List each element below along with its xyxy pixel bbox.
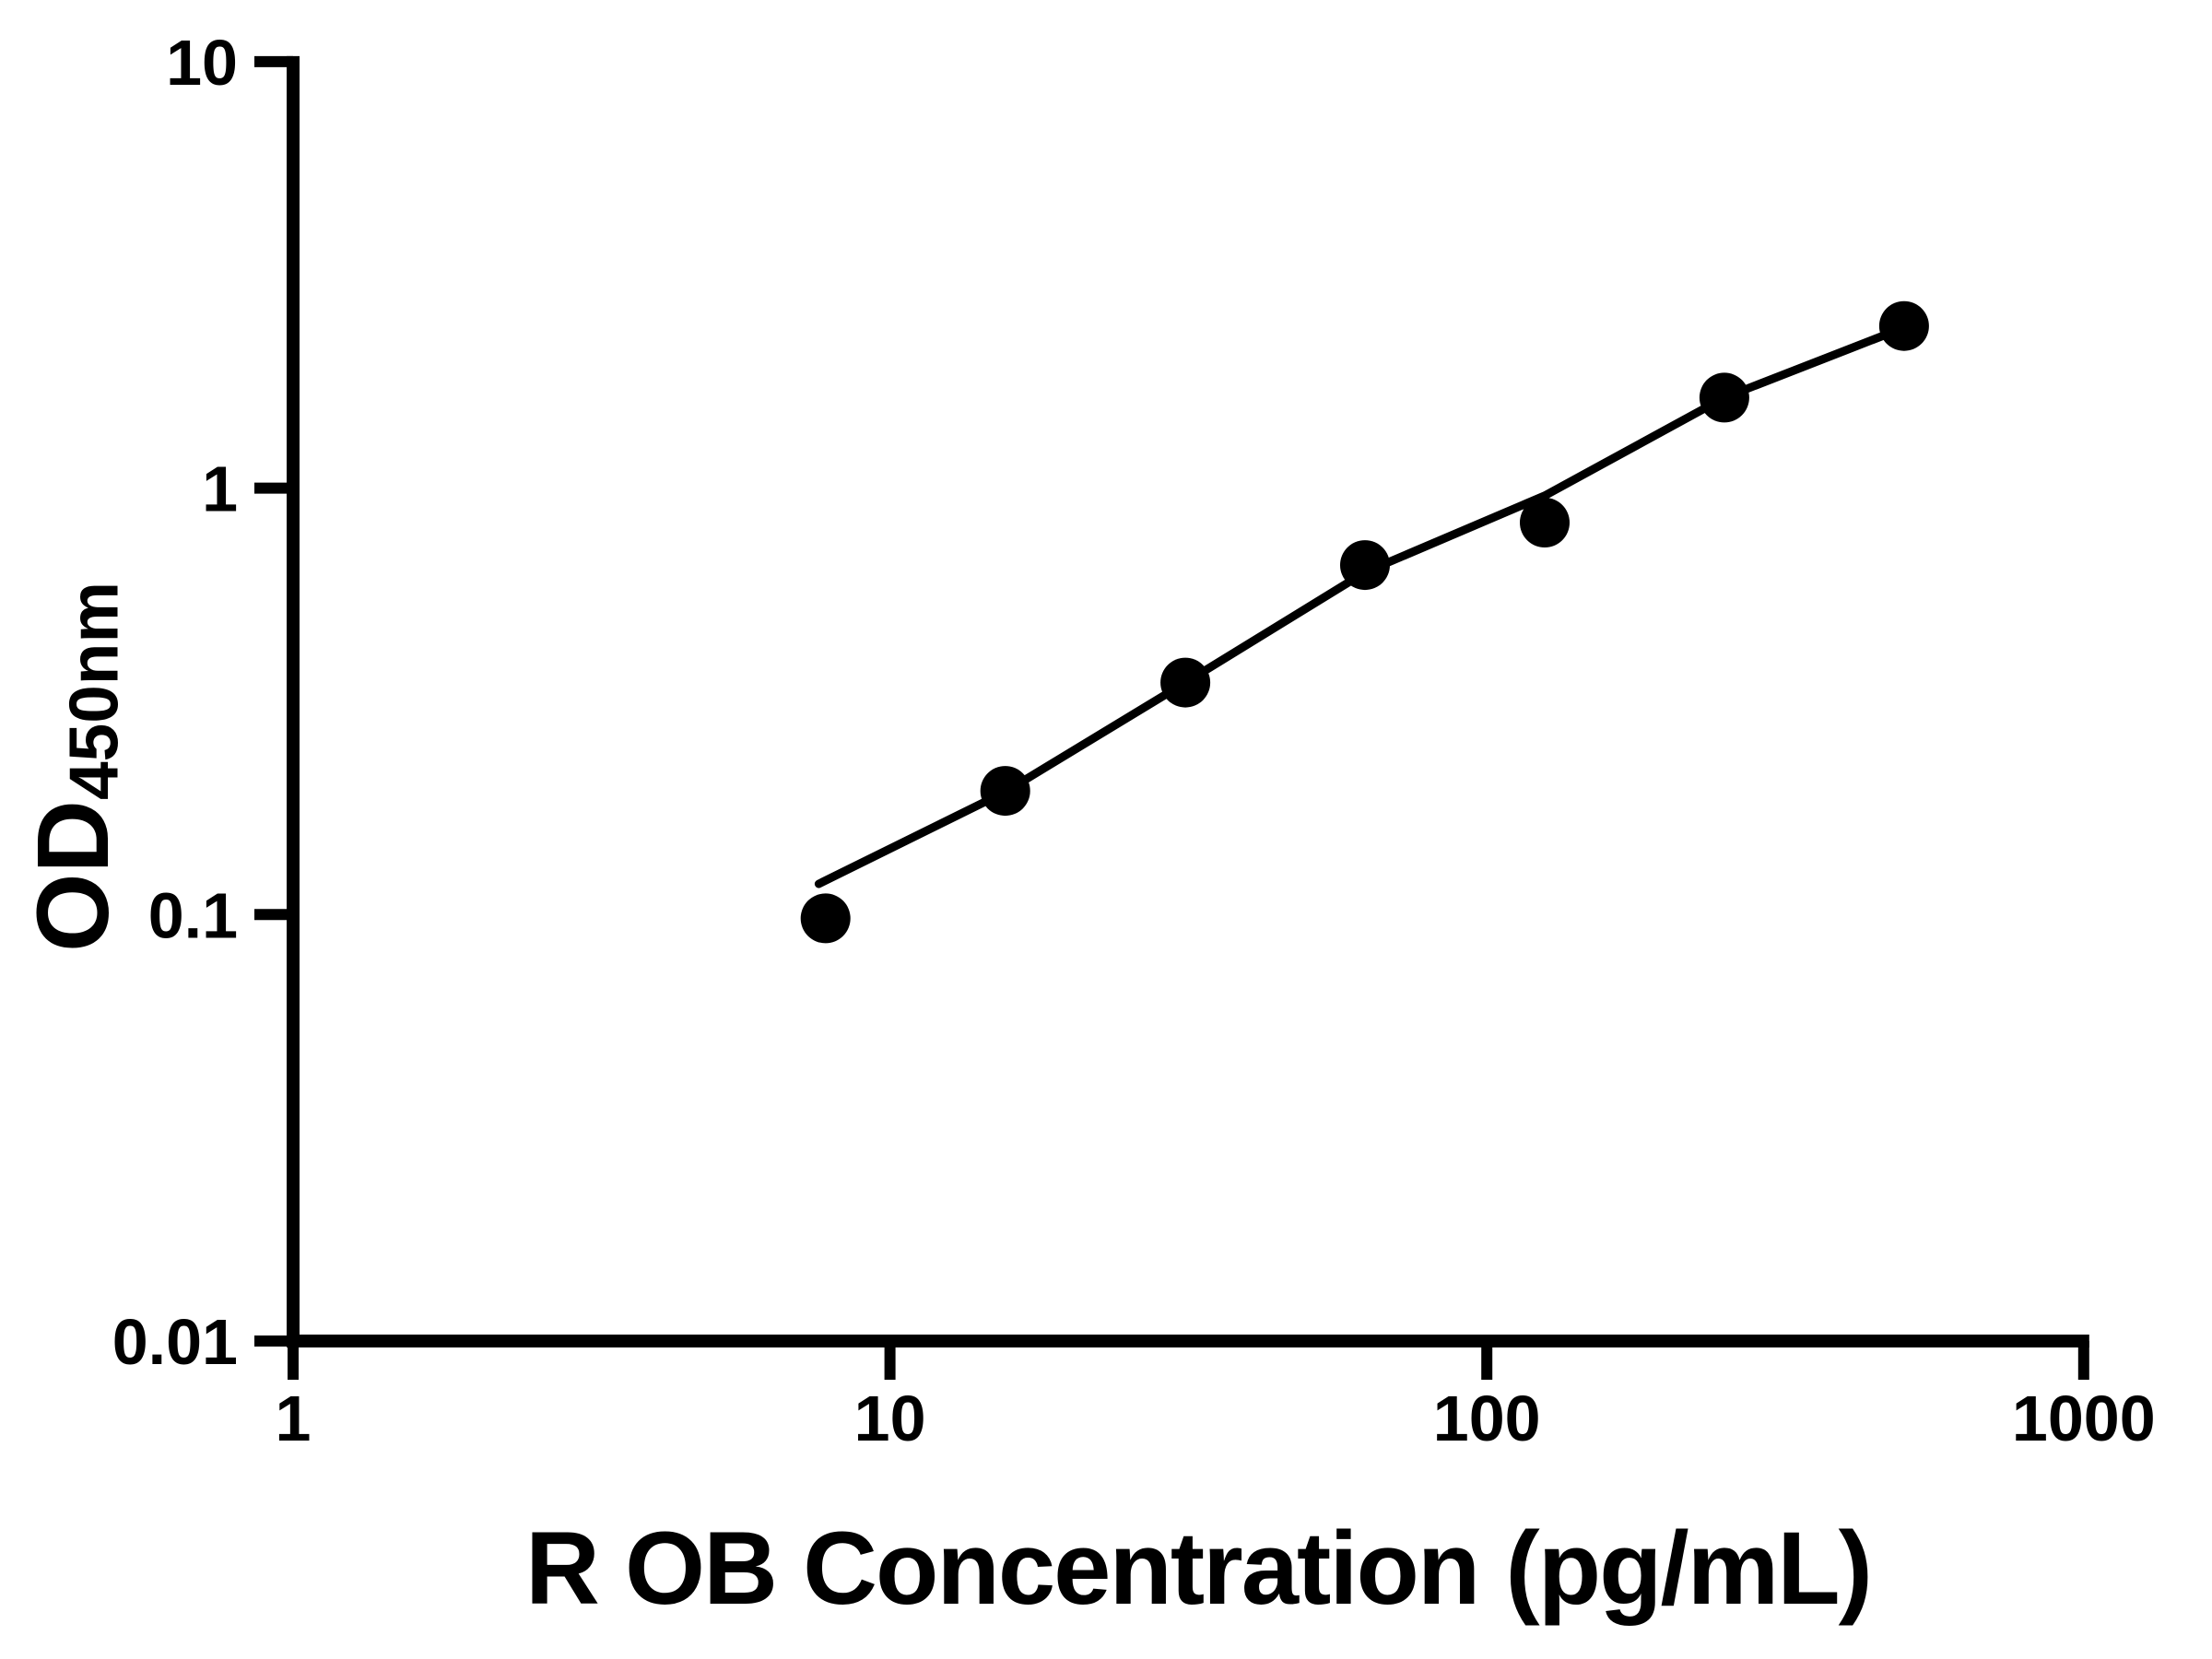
- data-point: [1878, 300, 1929, 351]
- x-tick-label: 100: [1433, 1382, 1541, 1454]
- y-axis-title: OD450nm: [17, 582, 132, 952]
- data-point: [980, 766, 1030, 817]
- x-tick-label: 10: [854, 1382, 926, 1454]
- data-point: [1520, 498, 1570, 547]
- y-axis-title-main: OD: [16, 800, 130, 952]
- y-tick-label: 10: [166, 27, 238, 99]
- y-axis-title-sub: 450nm: [54, 582, 133, 800]
- x-axis-title: R OB Concentration (pg/mL): [525, 1511, 1873, 1626]
- y-tick-label: 1: [202, 453, 238, 525]
- x-tick-label: 1: [276, 1382, 312, 1454]
- x-tick-label: 1000: [2012, 1382, 2156, 1454]
- data-point: [800, 893, 851, 944]
- data-point: [1699, 372, 1749, 423]
- y-tick-label: 0.01: [112, 1306, 238, 1378]
- y-tick-label: 0.1: [148, 879, 238, 951]
- data-point: [1160, 657, 1211, 708]
- data-point: [1340, 540, 1390, 591]
